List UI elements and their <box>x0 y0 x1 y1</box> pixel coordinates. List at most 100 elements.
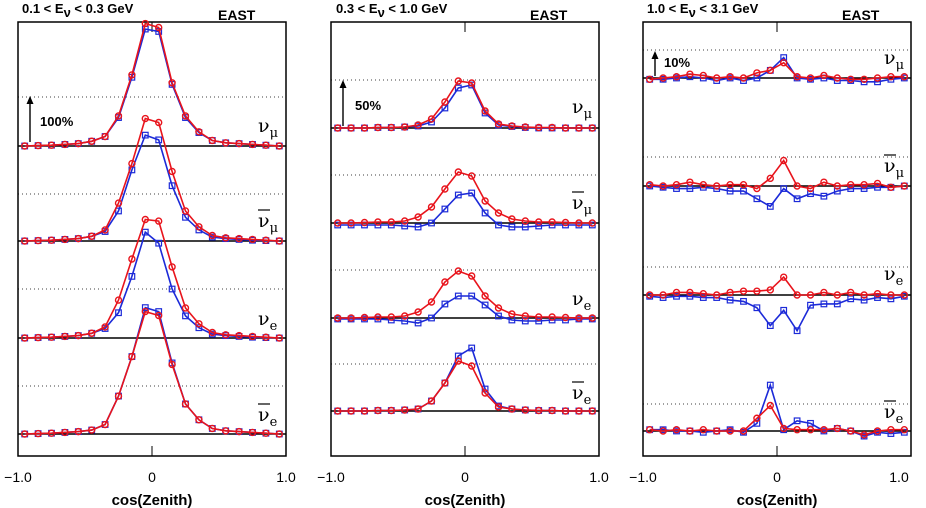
data-point-circle <box>128 255 136 263</box>
data-point-circle <box>699 71 707 80</box>
data-point-circle <box>588 407 596 415</box>
data-point-circle <box>427 298 436 306</box>
flavor-label: νe <box>572 288 592 314</box>
flavor-label: νμ <box>884 47 904 73</box>
data-point-square <box>860 296 868 304</box>
data-point-circle <box>793 73 801 81</box>
series-line <box>24 306 280 435</box>
data-point-circle <box>235 234 243 243</box>
data-point-circle <box>441 98 449 106</box>
data-point-circle <box>195 416 203 424</box>
data-point-square <box>141 304 149 311</box>
region-label: EAST <box>218 7 256 23</box>
data-point-circle <box>61 140 69 149</box>
data-point-circle <box>101 226 109 234</box>
scale-label: 10% <box>664 55 690 70</box>
data-point-circle <box>481 389 489 397</box>
data-point-square <box>141 131 149 139</box>
data-point-circle <box>181 304 190 312</box>
flavor-label: νμ <box>572 96 592 122</box>
data-point-circle <box>713 291 721 299</box>
data-point-square <box>155 136 163 144</box>
data-point-square <box>820 192 828 200</box>
data-point-circle <box>548 406 556 415</box>
data-point-square <box>874 183 881 191</box>
data-point-circle <box>275 237 283 245</box>
data-point-circle <box>793 291 801 299</box>
data-point-circle <box>414 213 422 221</box>
data-point-circle <box>646 291 654 299</box>
data-point-circle <box>374 313 382 321</box>
data-point-circle <box>47 236 56 244</box>
x-tick-label: 1.0 <box>589 469 609 485</box>
data-point-circle <box>686 70 694 78</box>
data-point-circle <box>820 426 828 434</box>
x-tick-label: 1.0 <box>276 469 296 485</box>
data-point-circle <box>739 74 748 82</box>
data-point-circle <box>833 74 841 82</box>
data-point-circle <box>414 405 422 413</box>
data-point-circle <box>806 184 815 193</box>
data-point-circle <box>128 352 136 361</box>
data-point-circle <box>820 178 828 186</box>
data-point-square <box>807 301 814 309</box>
data-point-square <box>753 304 761 312</box>
data-point-square <box>874 78 881 86</box>
data-point-circle <box>248 428 257 437</box>
data-point-circle <box>548 123 556 132</box>
data-point-square <box>766 322 774 329</box>
data-point-circle <box>561 313 570 322</box>
series-line <box>649 159 905 190</box>
scale-arrow <box>651 51 659 76</box>
data-point-circle <box>468 272 476 280</box>
data-point-circle <box>847 75 855 83</box>
data-point-circle <box>387 313 395 321</box>
data-point-circle <box>21 334 29 342</box>
data-point-circle <box>494 304 503 312</box>
data-point-circle <box>168 79 176 87</box>
data-point-square <box>468 292 476 300</box>
data-point-circle <box>347 219 355 227</box>
data-point-square <box>780 185 788 192</box>
data-point-circle <box>427 115 436 123</box>
data-point-circle <box>508 215 516 223</box>
data-point-circle <box>494 120 503 128</box>
data-point-circle <box>221 234 230 242</box>
series-group <box>334 77 596 415</box>
data-point-circle <box>195 223 203 231</box>
data-point-circle <box>334 124 342 132</box>
data-point-circle <box>468 362 476 370</box>
scale-label: 50% <box>355 98 381 113</box>
data-point-square <box>753 74 761 82</box>
data-point-circle <box>262 141 270 149</box>
data-point-square <box>699 294 707 301</box>
data-point-square <box>686 292 694 300</box>
data-point-square <box>441 205 449 213</box>
data-point-circle <box>820 71 828 80</box>
data-point-circle <box>262 236 270 244</box>
data-point-circle <box>847 427 855 435</box>
data-point-circle <box>387 218 395 226</box>
data-point-square <box>793 417 801 425</box>
data-point-square <box>414 223 422 231</box>
data-point-circle <box>672 426 681 434</box>
data-point-circle <box>248 332 257 341</box>
series-line <box>649 404 905 436</box>
data-point-circle <box>441 379 449 387</box>
data-point-circle <box>806 426 815 434</box>
data-point-circle <box>766 286 774 294</box>
data-point-circle <box>793 426 801 434</box>
data-point-circle <box>21 237 29 245</box>
data-point-circle <box>347 407 355 415</box>
data-point-square <box>428 219 435 227</box>
data-point-circle <box>588 124 596 132</box>
data-point-square <box>401 222 409 230</box>
data-point-circle <box>181 207 190 215</box>
data-point-circle <box>74 234 83 243</box>
data-point-circle <box>114 296 123 304</box>
data-point-circle <box>699 181 707 189</box>
data-point-circle <box>221 427 230 435</box>
data-point-circle <box>87 426 96 434</box>
data-point-square <box>753 195 761 203</box>
